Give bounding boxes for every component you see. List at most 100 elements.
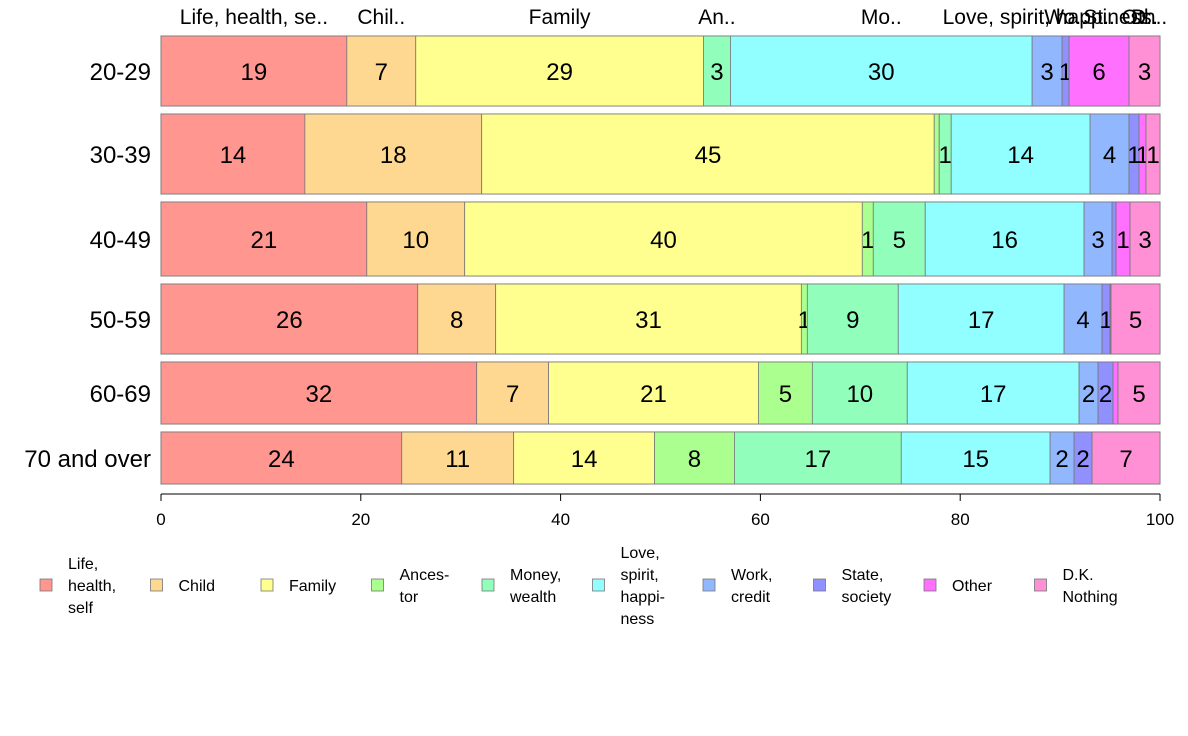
bar-value-label: 3 xyxy=(1091,227,1104,254)
bar-value-label: 7 xyxy=(375,59,388,86)
row-label: 40-49 xyxy=(90,227,151,254)
legend-label: Nothing xyxy=(1063,589,1118,606)
top-category-label: Family xyxy=(529,6,591,29)
bar-value-label: 10 xyxy=(402,227,429,254)
bar-value-label: 1 xyxy=(1099,307,1112,334)
bar-segment xyxy=(160,431,403,485)
legend-swatch xyxy=(150,578,163,592)
legend-label: society xyxy=(842,589,892,606)
bar-value-label: 1 xyxy=(939,142,952,169)
bar-value-label: 2 xyxy=(1055,446,1068,473)
legend-swatch xyxy=(1034,578,1047,592)
bar-value-label: 31 xyxy=(635,307,662,334)
bar-segment xyxy=(366,201,466,277)
top-category-label: An.. xyxy=(698,6,735,29)
bar-value-label: 30 xyxy=(868,59,895,86)
legend-swatch xyxy=(260,578,274,592)
bar-value-label: 3 xyxy=(1040,59,1053,86)
bar-value-label: 45 xyxy=(695,142,722,169)
bar-segment xyxy=(513,431,655,485)
legend-label: Child xyxy=(179,578,215,595)
legend-label: State, xyxy=(842,567,884,584)
bar-segment xyxy=(734,431,902,485)
bar-value-label: 26 xyxy=(276,307,303,334)
legend-label: happi- xyxy=(621,589,665,606)
top-category-label: Love, spirit, happiness xyxy=(943,6,1152,29)
bar-value-label: 18 xyxy=(380,142,407,169)
bar-value-label: 9 xyxy=(846,307,859,334)
bar-value-label: 32 xyxy=(305,381,332,408)
legend-swatch xyxy=(371,578,384,592)
legend-label: Ances- xyxy=(400,567,450,584)
bar-value-label: 1 xyxy=(1146,142,1159,169)
bar-segment xyxy=(872,201,926,277)
bar-segment xyxy=(654,431,735,485)
bar-segment xyxy=(1112,361,1119,425)
legend-label: Life, xyxy=(68,556,98,573)
bar-value-label: 1 xyxy=(861,227,874,254)
top-category-label: Life, health, se.. xyxy=(180,6,328,29)
bar-value-label: 2 xyxy=(1082,381,1095,408)
bar-segment xyxy=(1128,35,1161,107)
legend-label: Other xyxy=(952,578,993,595)
bar-value-label: 14 xyxy=(571,446,598,473)
bar-segment xyxy=(1068,35,1130,107)
row-labels: 20-29 30-39 40-49 50-59 60-69 70 and over xyxy=(24,59,151,473)
row-label: 20-29 xyxy=(90,59,151,86)
bar-segment xyxy=(476,361,550,425)
bar-segment xyxy=(900,431,1051,485)
top-category-label: D.. xyxy=(1131,6,1158,29)
bar-value-label: 5 xyxy=(1132,381,1145,408)
legend-swatch xyxy=(923,578,937,592)
legend-swatch xyxy=(813,578,826,592)
bar-segment xyxy=(481,113,935,195)
bar-value-label: 17 xyxy=(968,307,995,334)
bar-value-label: 3 xyxy=(1138,59,1151,86)
x-tick-label: 100 xyxy=(1146,510,1174,529)
bar-segment xyxy=(1145,113,1161,195)
legend-swatch xyxy=(592,578,605,592)
bar-segment xyxy=(495,283,802,355)
top-category-label: Oth.. xyxy=(1122,6,1168,29)
bar-value-label: 4 xyxy=(1076,307,1089,334)
bar-segment xyxy=(1031,35,1063,107)
bar-value-label: 7 xyxy=(506,381,519,408)
bar-value-label: 5 xyxy=(1129,307,1142,334)
bar-value-label: 5 xyxy=(893,227,906,254)
bar-segment xyxy=(548,361,759,425)
legend-label: self xyxy=(68,600,93,617)
legend: Life, health, self Child Family Ances-tor Mone… xyxy=(39,545,1118,628)
bar-value-label: 8 xyxy=(450,307,463,334)
top-category-label: Mo.. xyxy=(861,6,902,29)
bar-value-label: 4 xyxy=(1103,142,1116,169)
bar-segment xyxy=(906,361,1080,425)
x-tick-label: 80 xyxy=(951,510,970,529)
bar-value-label: 1 xyxy=(1127,142,1140,169)
legend-label: Family xyxy=(289,578,336,595)
legend-swatch xyxy=(39,578,53,592)
bar-value-label: 29 xyxy=(546,59,573,86)
top-category-label: Chil.. xyxy=(357,6,405,29)
row-label: 70 and over xyxy=(24,446,151,473)
bar-segment xyxy=(415,35,704,107)
legend-label: D.K. xyxy=(1063,567,1094,584)
bar-segment xyxy=(304,113,483,195)
bar-segment xyxy=(401,431,515,485)
legend-label: credit xyxy=(731,589,771,606)
legend-label: wealth xyxy=(509,589,556,606)
legend-swatch xyxy=(481,578,495,592)
legend-label: Money, xyxy=(510,567,561,584)
legend-label: ness xyxy=(621,611,655,628)
x-tick-label: 20 xyxy=(351,510,370,529)
bar-value-label: 24 xyxy=(268,446,295,473)
bar-value-label: 16 xyxy=(991,227,1018,254)
bar-value-label: 2 xyxy=(1099,381,1112,408)
bar-segment xyxy=(1083,201,1113,277)
bar-segment xyxy=(924,201,1085,277)
bar-value-label: 11 xyxy=(445,446,470,473)
bar-value-label: 14 xyxy=(1007,142,1034,169)
bar-segment xyxy=(1091,431,1161,485)
bar-value-label: 40 xyxy=(650,227,677,254)
